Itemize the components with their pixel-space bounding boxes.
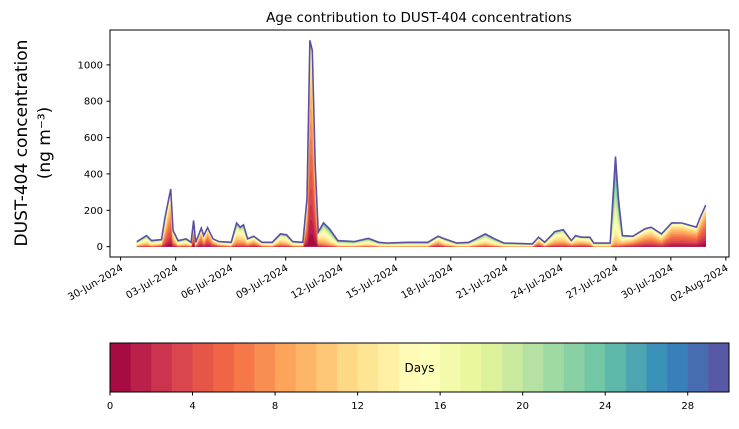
colorbar-label: Days bbox=[405, 361, 435, 375]
y-tick-label: 200 bbox=[84, 206, 103, 217]
colorbar-segment-25 bbox=[625, 343, 647, 392]
colorbar-segment-22 bbox=[563, 343, 585, 392]
x-tick-label: 30-Jun-2024 bbox=[66, 263, 125, 303]
x-tick-label: 03-Jul-2024 bbox=[124, 263, 180, 302]
colorbar-segment-19 bbox=[502, 343, 524, 392]
colorbar-segment-18 bbox=[481, 343, 503, 392]
y-tick-label: 600 bbox=[84, 133, 103, 144]
colorbar-segment-24 bbox=[605, 343, 627, 392]
colorbar-segment-20 bbox=[522, 343, 544, 392]
colorbar-segment-26 bbox=[646, 343, 668, 392]
x-tick-label: 06-Jul-2024 bbox=[179, 263, 235, 302]
colorbar-segment-27 bbox=[667, 343, 689, 392]
colorbar-tick-label: 20 bbox=[516, 401, 529, 412]
y-tick-label: 400 bbox=[84, 169, 103, 180]
colorbar-tick-label: 16 bbox=[434, 401, 447, 412]
colorbar-segment-13 bbox=[378, 343, 400, 392]
y-tick-label: 1000 bbox=[78, 60, 103, 71]
total-concentration-line bbox=[136, 40, 707, 245]
colorbar-segment-2 bbox=[151, 343, 173, 392]
colorbar: 0 4 8 12 16 20 24 28 bbox=[107, 343, 730, 412]
y-tick-label: 800 bbox=[84, 97, 103, 108]
colorbar-segment-29 bbox=[708, 343, 730, 392]
colorbar-segment-14 bbox=[398, 343, 420, 392]
colorbar-segment-12 bbox=[357, 343, 379, 392]
x-tick-label: 02-Aug-2024 bbox=[669, 263, 731, 305]
colorbar-segment-4 bbox=[192, 343, 214, 392]
colorbar-tick-label: 12 bbox=[351, 401, 364, 412]
y-tick-label: 0 bbox=[97, 242, 103, 253]
colorbar-segment-23 bbox=[584, 343, 606, 392]
y-axis-label-line1: DUST-404 concentration bbox=[12, 40, 32, 247]
x-tick-label: 09-Jul-2024 bbox=[234, 263, 290, 302]
colorbar-segment-21 bbox=[543, 343, 565, 392]
colorbar-segment-8 bbox=[275, 343, 297, 392]
x-tick-label: 15-Jul-2024 bbox=[345, 263, 401, 302]
x-tick-label: 18-Jul-2024 bbox=[400, 263, 456, 302]
colorbar-tick-label: 28 bbox=[681, 401, 694, 412]
x-tick-label: 21-Jul-2024 bbox=[455, 263, 511, 302]
colorbar-segment-17 bbox=[460, 343, 482, 392]
x-tick-label: 27-Jul-2024 bbox=[565, 263, 621, 302]
y-axis-label: DUST-404 concentration (ng m⁻³) bbox=[12, 40, 55, 247]
colorbar-tick-label: 8 bbox=[272, 401, 278, 412]
x-tick-label: 30-Jul-2024 bbox=[620, 263, 676, 302]
stacked-age-bands bbox=[136, 40, 707, 247]
colorbar-segment-6 bbox=[233, 343, 255, 392]
y-axis: 0 200 400 600 800 1000 bbox=[78, 60, 110, 253]
x-tick-label: 12-Jul-2024 bbox=[289, 263, 345, 302]
colorbar-segment-10 bbox=[316, 343, 338, 392]
colorbar-segment-9 bbox=[295, 343, 317, 392]
colorbar-segment-11 bbox=[336, 343, 358, 392]
colorbar-tick-label: 24 bbox=[599, 401, 612, 412]
y-axis-label-line2: (ng m⁻³) bbox=[35, 107, 55, 180]
colorbar-segment-7 bbox=[254, 343, 276, 392]
colorbar-segment-28 bbox=[687, 343, 709, 392]
colorbar-segment-5 bbox=[213, 343, 235, 392]
x-axis: 30-Jun-2024 03-Jul-2024 06-Jul-2024 09-Jul-… bbox=[66, 257, 730, 305]
colorbar-tick-label: 0 bbox=[107, 401, 113, 412]
colorbar-segment-15 bbox=[419, 343, 441, 392]
colorbar-segment-0 bbox=[110, 343, 132, 392]
plot-frame bbox=[109, 29, 730, 258]
colorbar-segment-1 bbox=[130, 343, 152, 392]
colorbar-tick-label: 4 bbox=[189, 401, 195, 412]
x-tick-label: 24-Jul-2024 bbox=[510, 263, 566, 302]
colorbar-segment-16 bbox=[440, 343, 462, 392]
colorbar-frame bbox=[109, 342, 730, 393]
colorbar-segment-3 bbox=[171, 343, 193, 392]
chart-title: Age contribution to DUST-404 concentrati… bbox=[266, 10, 572, 26]
